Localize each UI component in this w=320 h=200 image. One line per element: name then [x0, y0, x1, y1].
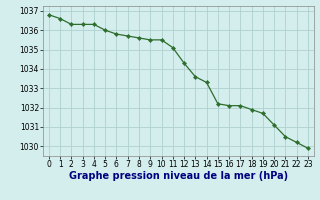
X-axis label: Graphe pression niveau de la mer (hPa): Graphe pression niveau de la mer (hPa) [69, 171, 288, 181]
